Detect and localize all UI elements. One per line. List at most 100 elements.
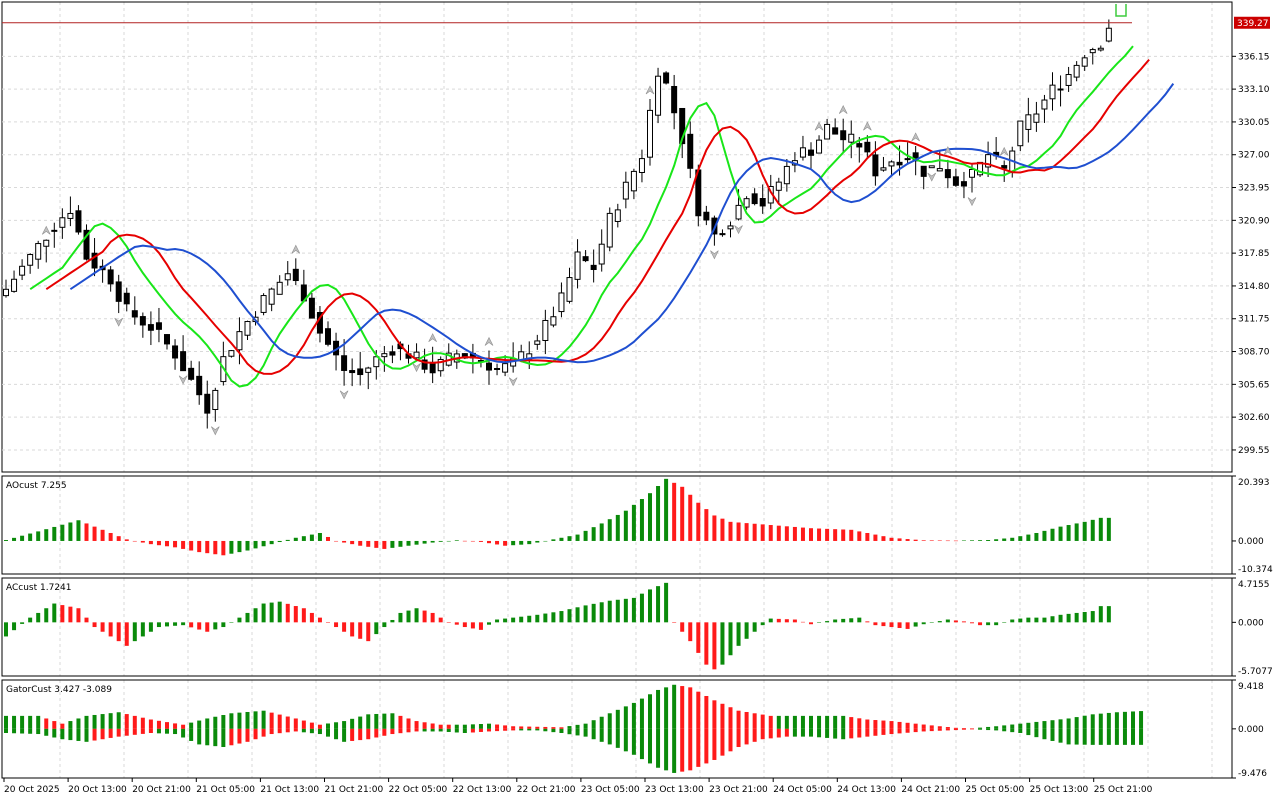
- histogram-bar: [366, 622, 371, 642]
- gator-lower-bar: [591, 728, 596, 740]
- gator-lower-bar: [623, 728, 628, 752]
- gator-upper-bar: [752, 713, 757, 729]
- gator-upper-bar: [76, 718, 81, 729]
- gator-lower-bar: [937, 728, 942, 731]
- histogram-bar: [229, 540, 234, 554]
- histogram-bar: [1018, 618, 1023, 623]
- gator-lower-bar: [817, 728, 822, 738]
- histogram-bar: [68, 522, 73, 541]
- gator-lower-bar: [422, 728, 427, 732]
- gator-upper-bar: [672, 684, 677, 729]
- gator-upper-bar: [809, 715, 813, 729]
- y-tick-label: 20.393: [1238, 478, 1270, 488]
- candle-body: [131, 310, 138, 318]
- fractal-down-icon: [508, 377, 518, 387]
- gator-upper-bar: [406, 718, 411, 729]
- histogram-bar: [615, 599, 620, 623]
- pane-frame: [1, 1, 1233, 473]
- histogram-bar: [1098, 606, 1103, 623]
- candle-body: [872, 154, 879, 177]
- histogram-bar: [825, 621, 830, 623]
- candle-body: [928, 165, 935, 169]
- fractal-down-icon: [211, 426, 220, 436]
- gator-lower-bar: [382, 728, 387, 736]
- gator-upper-bar: [326, 723, 330, 729]
- histogram-bar: [478, 540, 483, 542]
- fractal-up-icon: [428, 333, 437, 343]
- histogram-bar: [36, 531, 41, 541]
- histogram-bar: [961, 540, 966, 541]
- histogram-bar: [366, 540, 371, 547]
- gator-lower-bar: [688, 728, 693, 771]
- histogram-bar: [535, 540, 540, 543]
- candle-body: [816, 139, 823, 154]
- histogram-bar: [760, 622, 765, 626]
- histogram-bar: [736, 622, 741, 646]
- gator-upper-bar: [12, 715, 17, 729]
- histogram-bar: [277, 540, 282, 543]
- histogram-bar: [382, 540, 387, 549]
- x-tick-label: 25 Oct 05:00: [966, 785, 1025, 795]
- y-tick-label: 320.90: [1238, 216, 1270, 226]
- histogram-bar: [462, 622, 467, 628]
- gator-upper-bar: [237, 712, 242, 729]
- histogram-bar: [680, 486, 685, 541]
- gator-upper-bar: [567, 726, 572, 729]
- histogram-bar: [350, 540, 355, 545]
- histogram-bar: [551, 612, 556, 623]
- candle-body: [123, 292, 130, 305]
- candle-body: [244, 321, 251, 336]
- gator-upper-bar: [213, 716, 218, 729]
- gator-upper-bar: [422, 722, 427, 729]
- candle-body: [27, 254, 34, 266]
- histogram-bar: [189, 622, 194, 628]
- gator-upper-bar: [28, 715, 33, 729]
- gator-lower-bar: [519, 728, 524, 731]
- gator-upper-bar: [519, 726, 524, 729]
- gator-lower-bar: [664, 728, 669, 771]
- gator-upper-bar: [656, 689, 661, 729]
- candle-body: [155, 322, 162, 330]
- gator-upper-bar: [744, 711, 749, 729]
- gator-upper-bar: [269, 712, 274, 729]
- histogram-bar: [84, 617, 89, 623]
- gator-upper-bar: [374, 713, 379, 729]
- x-tick-label: 23 Oct 21:00: [709, 785, 768, 795]
- histogram-bar: [752, 622, 757, 632]
- histogram-bar: [937, 540, 942, 541]
- gator-upper-bar: [800, 715, 805, 729]
- histogram-bar: [800, 621, 805, 623]
- candle-body: [19, 265, 26, 276]
- histogram-bar: [664, 478, 669, 541]
- y-tick-label: 302.60: [1238, 413, 1270, 423]
- gator-lower-bar: [350, 728, 355, 741]
- histogram-bar: [374, 622, 379, 635]
- gator-lower-bar: [140, 728, 145, 734]
- indicator-label: ACcust 1.7241: [6, 583, 72, 593]
- candle-body: [687, 133, 694, 169]
- fractal-down-icon: [412, 363, 421, 373]
- y-tick-label: 330.05: [1238, 118, 1270, 128]
- fractal-up-icon: [645, 85, 655, 95]
- gator-lower-bar: [446, 728, 451, 732]
- gator-upper-bar: [760, 714, 765, 729]
- histogram-bar: [1002, 622, 1007, 623]
- gator-upper-bar: [261, 710, 266, 729]
- gator-lower-bar: [478, 728, 483, 732]
- gator-upper-bar: [889, 721, 894, 729]
- gator-lower-bar: [229, 728, 234, 746]
- y-tick-label: 305.65: [1238, 380, 1270, 390]
- gator-upper-bar: [881, 720, 886, 729]
- histogram-bar: [350, 622, 355, 637]
- candle-body: [534, 340, 541, 345]
- gator-lower-bar: [873, 728, 878, 736]
- gator-lower-bar: [317, 728, 322, 735]
- gator-lower-bar: [124, 728, 129, 736]
- candle-body: [1065, 74, 1072, 86]
- histogram-bar: [446, 622, 451, 623]
- histogram-bar: [760, 524, 765, 541]
- histogram-bar: [825, 528, 830, 541]
- histogram-bar: [221, 622, 226, 628]
- histogram-bar: [1106, 606, 1111, 623]
- gator-lower-bar: [1018, 728, 1023, 733]
